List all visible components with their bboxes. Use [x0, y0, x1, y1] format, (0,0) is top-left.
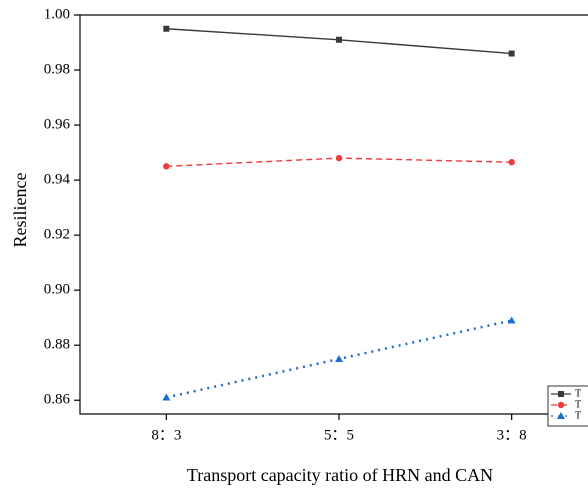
marker: [557, 412, 565, 419]
legend-label: T: [575, 410, 581, 421]
legend-label: T: [575, 399, 581, 410]
y-tick-label: 1.00: [44, 6, 70, 22]
x-tick-label: 5：5: [324, 427, 354, 443]
y-tick-label: 0.96: [44, 117, 71, 133]
x-tick-label: 3：8: [497, 427, 527, 443]
marker: [335, 154, 343, 162]
y-axis-label: Resilience: [10, 173, 30, 248]
y-tick-label: 0.92: [44, 227, 70, 243]
marker: [558, 391, 564, 397]
y-tick-label: 0.88: [44, 337, 70, 353]
y-tick-label: 0.94: [44, 172, 71, 188]
marker: [162, 393, 171, 401]
y-tick-label: 0.98: [44, 61, 70, 77]
marker: [163, 163, 170, 170]
marker: [163, 25, 170, 32]
y-tick-label: 0.90: [44, 282, 70, 298]
marker: [335, 354, 343, 362]
marker: [508, 159, 515, 166]
marker: [508, 50, 515, 57]
y-tick-label: 0.86: [44, 392, 71, 408]
x-axis-label: Transport capacity ratio of HRN and CAN: [187, 465, 493, 485]
marker: [336, 36, 342, 43]
x-tick-label: 8：3: [151, 427, 181, 443]
marker: [507, 316, 516, 324]
legend: TTT: [547, 385, 588, 427]
legend-label: T: [575, 388, 581, 399]
legend-box: [547, 385, 588, 427]
plot-frame: [79, 14, 588, 415]
marker: [557, 401, 565, 409]
